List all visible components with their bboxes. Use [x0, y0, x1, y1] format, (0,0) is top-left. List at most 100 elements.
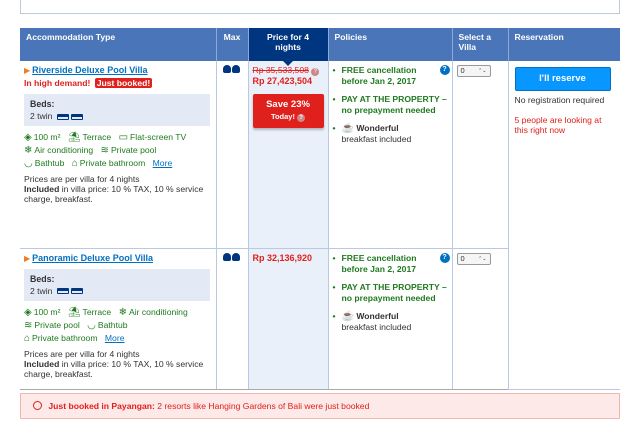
tv-icon: ▭ — [118, 132, 129, 143]
facility-label: Flat-screen TV — [130, 132, 187, 142]
policies-cell: FREE cancellation before Jan 2, 2017? PA… — [328, 248, 453, 390]
header-policies: Policies — [328, 28, 453, 61]
area-icon: ◈ — [24, 132, 32, 143]
bed-icon — [56, 113, 69, 120]
facility-label: Air conditioning — [128, 306, 188, 317]
beds-box: Beds: 2 twin — [24, 94, 210, 126]
pool-icon: ≋ — [100, 145, 109, 156]
bed-icon — [56, 288, 69, 295]
note-included-text: in villa price: 10 % TAX, 10 % service c… — [24, 184, 204, 204]
policy-text: FREE cancellation before Jan 2, 2017 — [341, 252, 417, 274]
more-link[interactable]: More — [104, 332, 125, 343]
current-price: Rp 27,423,504 — [252, 76, 313, 86]
table-row: ▶ Riverside Deluxe Pool Villa In high dem… — [20, 61, 620, 390]
demand-status: In high demand! Just booked! — [24, 78, 212, 88]
no-registration-note: No registration required — [514, 95, 605, 105]
banner-text: 2 resorts like Hanging Gardens of Bali w… — [154, 401, 370, 411]
bathtub-icon: ◡ — [24, 158, 33, 169]
bed-icon — [70, 113, 83, 120]
policies-cell: FREE cancellation before Jan 2, 2017? PA… — [328, 61, 453, 249]
bed-icon — [70, 288, 83, 295]
more-link[interactable]: More — [152, 158, 173, 168]
beds-label: Beds: — [30, 99, 55, 109]
reservation-cell: I'll reserve No registration required 5 … — [508, 61, 620, 390]
snowflake-icon: ❄ — [118, 306, 127, 318]
select-cell: 0 — [452, 248, 509, 390]
demand-text: In high demand! — [24, 78, 91, 88]
breakfast-title: Wonderful — [356, 123, 399, 133]
facility-aircon: ❄ Air conditioning — [118, 306, 188, 318]
policy-payment: PAY AT THE PROPERTY – no prepayment need… — [333, 282, 448, 304]
triangle-right-icon: ▶ — [24, 253, 31, 263]
alarm-clock-icon — [33, 401, 42, 410]
info-icon[interactable]: ? — [439, 65, 450, 75]
current-price: Rp 32,136,920 — [252, 252, 313, 263]
just-booked-badge: Just booked! — [94, 78, 153, 88]
facility-bathtub: ◡ Bathtub — [87, 319, 128, 331]
facility-label: Air conditioning — [34, 145, 94, 155]
shower-icon: ⌂ — [71, 158, 78, 169]
facility-label: 100 m² — [33, 132, 61, 142]
beds-box: Beds: 2 twin — [24, 268, 210, 301]
note-line: Prices are per villa for 4 nights — [24, 174, 140, 184]
facility-terrace: ⛱ Terrace — [67, 306, 112, 318]
policy-cancellation: FREE cancellation before Jan 2, 2017? — [333, 65, 450, 87]
room-info-cell: ▶ Riverside Deluxe Pool Villa In high dem… — [20, 61, 217, 249]
header-reservation: Reservation — [508, 28, 620, 61]
table-row: ▶ Panoramic Deluxe Pool Villa Beds: 2 twi… — [20, 248, 620, 390]
facility-area: ◈ 100 m² — [24, 132, 61, 143]
beds-value: 2 twin — [30, 111, 53, 121]
person-icon — [232, 252, 240, 261]
shower-icon: ⌂ — [24, 332, 31, 344]
price-cell: Rp 35,533,508 ? Rp 27,423,504 Save 23% T… — [248, 61, 329, 249]
info-icon[interactable]: ? — [297, 114, 306, 122]
facility-label: Terrace — [82, 132, 112, 142]
reserve-button[interactable]: I'll reserve — [514, 67, 611, 91]
villa-count-select[interactable]: 0 — [456, 252, 491, 265]
savings-today: Today! — [270, 112, 295, 121]
terrace-icon: ⛱ — [67, 132, 81, 143]
room-name-link[interactable]: Riverside Deluxe Pool Villa — [32, 65, 148, 75]
facility-pool: ≋ Private pool — [100, 145, 157, 156]
policy-text: FREE cancellation before Jan 2, 2017 — [341, 65, 417, 86]
savings-label: Save 23% — [266, 99, 310, 110]
header-price: Price for 4 nights — [248, 28, 329, 66]
note-line: Prices are per villa for 4 nights — [24, 348, 140, 359]
max-cell — [216, 248, 249, 390]
room-name-link[interactable]: Panoramic Deluxe Pool Villa — [32, 252, 154, 263]
savings-badge: Save 23% Today! ? — [252, 94, 324, 128]
facility-label: 100 m² — [33, 306, 61, 317]
select-cell: 0 — [452, 61, 509, 249]
price-note: Prices are per villa for 4 nights Includ… — [24, 349, 212, 379]
info-icon[interactable]: ? — [439, 252, 450, 263]
max-cell — [216, 61, 249, 249]
coffee-cup-icon: ☕ — [341, 310, 354, 322]
policy-payment: PAY AT THE PROPERTY – no prepayment need… — [333, 94, 448, 116]
note-included-text: in villa price: 10 % TAX, 10 % service c… — [24, 358, 204, 379]
policy-cancellation: FREE cancellation before Jan 2, 2017? — [333, 252, 450, 275]
facility-bathroom: ⌂ Private bathroom — [71, 158, 146, 169]
snowflake-icon: ❄ — [24, 145, 33, 156]
facilities-list: ◈ 100 m² ⛱ Terrace ❄ Air conditioning ≋ Priv… — [24, 306, 212, 345]
facility-label: Bathtub — [97, 319, 128, 330]
room-table: Accommodation Type Max Price for 4 night… — [20, 28, 620, 390]
banner-bold: Just booked in Payangan: — [48, 401, 155, 411]
facilities-list: ◈ 100 m² ⛱ Terrace ▭ Flat-screen TV ❄ Air co… — [24, 131, 212, 170]
breakfast-sub: breakfast included — [341, 321, 412, 332]
person-icon — [223, 252, 231, 261]
villa-count-select[interactable]: 0 — [456, 65, 491, 77]
facility-aircon: ❄ Air conditioning — [24, 145, 94, 156]
facility-label: Bathtub — [34, 158, 65, 168]
terrace-icon: ⛱ — [67, 306, 81, 318]
price-cell: Rp 32,136,920 — [248, 248, 329, 390]
facility-pool: ≋ Private pool — [24, 320, 80, 331]
info-icon[interactable]: ? — [311, 68, 320, 76]
facility-label: Private bathroom — [32, 332, 98, 343]
facility-label: Terrace — [82, 306, 112, 317]
facility-area: ◈ 100 m² — [24, 306, 61, 318]
coffee-cup-icon: ☕ — [341, 123, 354, 134]
header-select: Select a Villa — [452, 28, 509, 61]
breakfast-title: Wonderful — [356, 310, 399, 321]
